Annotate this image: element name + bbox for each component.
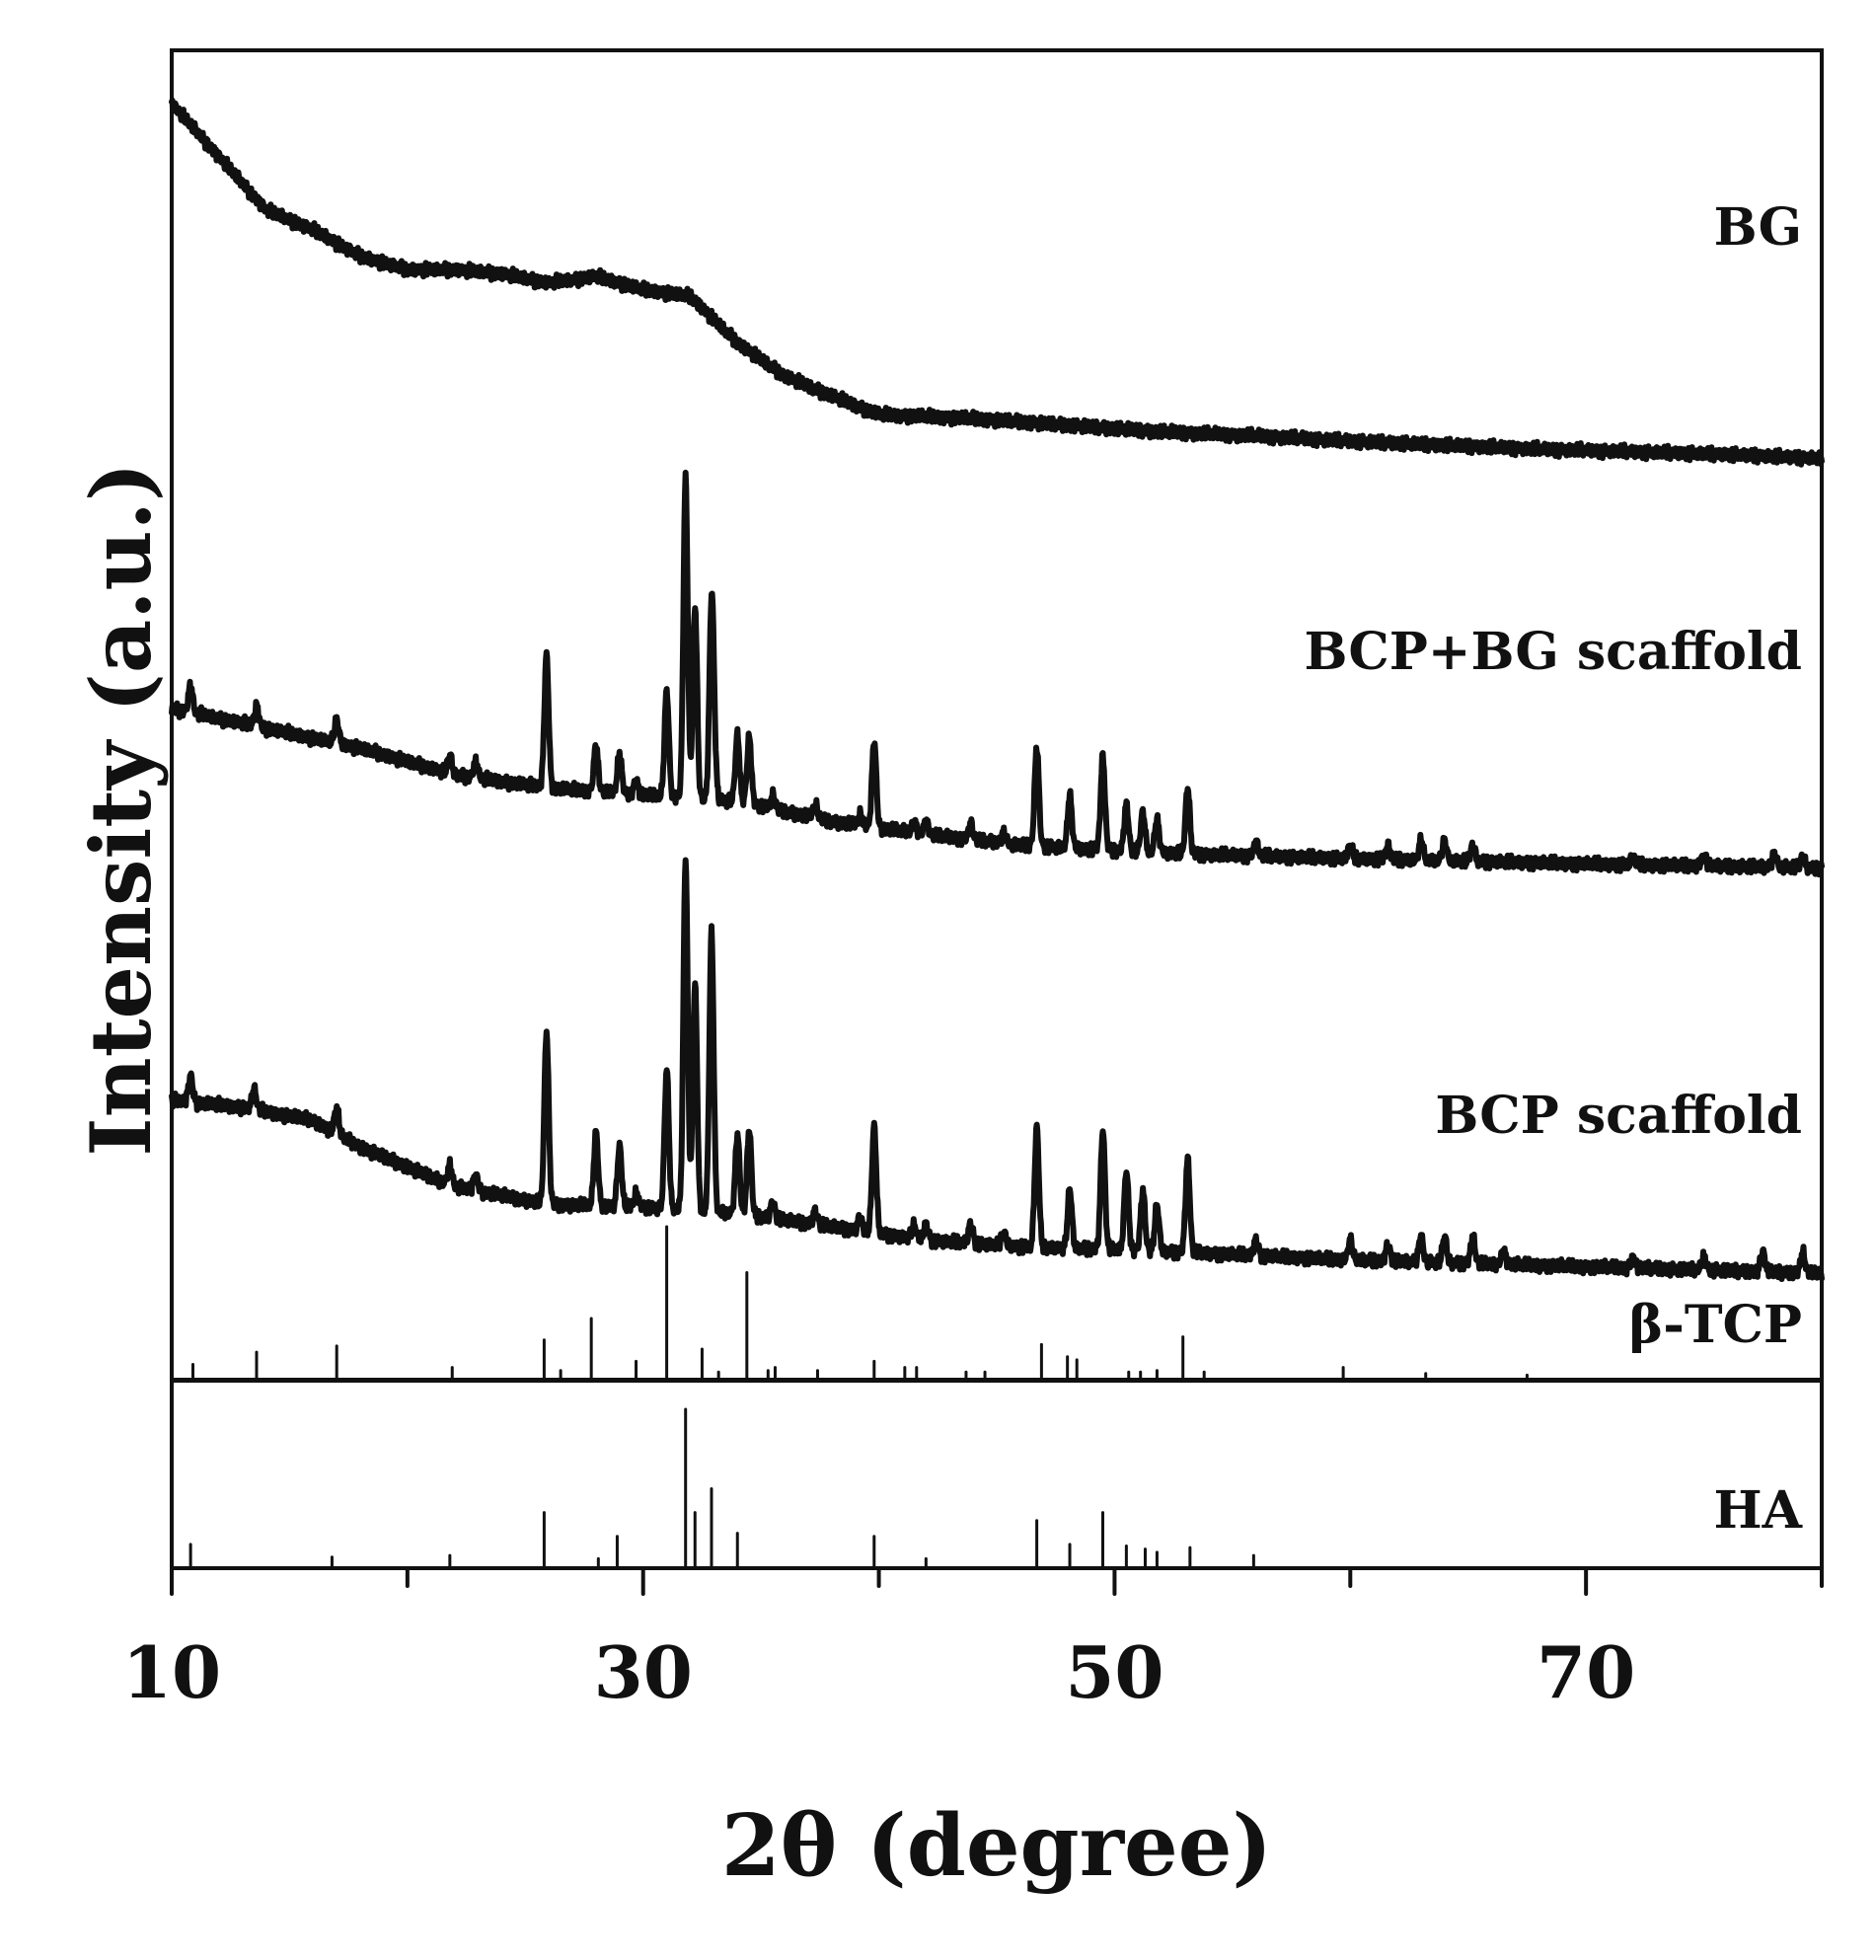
trace-bcp-bg-scaffold bbox=[169, 469, 1825, 878]
traces-group bbox=[169, 97, 1825, 1570]
series-label-bg: BG bbox=[1714, 197, 1802, 258]
x-tick-label-70: 70 bbox=[1537, 1630, 1635, 1714]
reference-ha bbox=[188, 1407, 1255, 1570]
x-axis-title: 2θ (degree) bbox=[721, 1796, 1272, 1896]
main-panel-frame bbox=[170, 48, 1824, 1383]
x-tick-label-50: 50 bbox=[1065, 1630, 1163, 1714]
y-axis-title: Intensity (a.u.) bbox=[72, 462, 170, 1156]
series-label-bcp-bg-scaffold: BCP+BG scaffold bbox=[1304, 622, 1802, 682]
series-label-bcp-scaffold: BCP scaffold bbox=[1435, 1086, 1802, 1146]
x-tick-label-30: 30 bbox=[594, 1630, 693, 1714]
series-label-beta-tcp: β-TCP bbox=[1629, 1295, 1802, 1355]
trace-bcp-scaffold bbox=[169, 857, 1825, 1282]
x-axis-tick-labels: 10 30 50 70 bbox=[122, 1630, 1635, 1714]
reference-tcp bbox=[190, 1225, 1529, 1382]
ha-panel-frame bbox=[170, 1378, 1824, 1570]
x-axis-ticks bbox=[170, 1566, 1824, 1596]
x-tick-label-10: 10 bbox=[122, 1630, 221, 1714]
series-label-ha: HA bbox=[1714, 1480, 1803, 1541]
trace-bg bbox=[169, 97, 1825, 468]
